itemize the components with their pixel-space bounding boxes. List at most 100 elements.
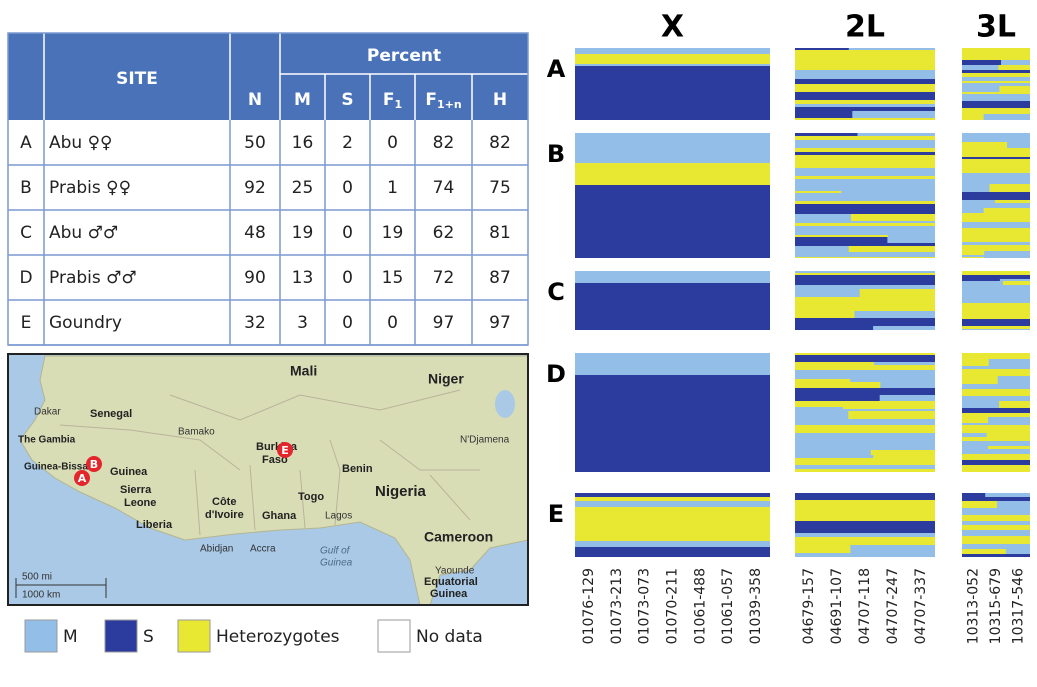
genotype-stripe — [962, 222, 1030, 228]
header-main: M — [294, 90, 311, 110]
genotype-stripe — [962, 281, 1003, 285]
genotype-stripe — [795, 214, 851, 221]
genotype-stripe — [962, 396, 1030, 401]
genotype-stripe — [962, 150, 1030, 157]
genotype-stripe — [962, 439, 1030, 441]
genotype-stripe — [962, 213, 1030, 215]
genotype-stripe — [795, 379, 850, 382]
genotype-stripe — [795, 297, 935, 305]
locus-label: 10317-546 — [1011, 568, 1027, 644]
genotype-stripe — [962, 413, 1030, 417]
locus-label: 04707-337 — [913, 568, 929, 644]
genotype-stripe — [575, 283, 770, 330]
legend-label: M — [63, 627, 78, 647]
cell: 0 — [342, 313, 353, 333]
genotype-stripe — [962, 200, 995, 203]
genotype-stripe — [962, 515, 1030, 521]
marker: A — [74, 470, 90, 486]
genotype-stripe — [962, 376, 998, 384]
genotype-stripe — [795, 401, 935, 407]
genotype-stripe — [962, 285, 1030, 292]
map-label: Dakar — [34, 407, 61, 418]
header-sub: 1+n — [437, 98, 462, 111]
locus-label: 10313-052 — [965, 568, 981, 644]
genotype-stripe — [962, 159, 1030, 166]
genotype-stripe — [795, 201, 935, 204]
genotype-stripe — [575, 547, 770, 557]
genotype-stripe — [795, 57, 935, 64]
sample-label: C — [547, 278, 565, 306]
genotype-stripe — [795, 355, 935, 362]
marker-label: B — [90, 458, 98, 471]
genotype-stripe — [795, 362, 874, 365]
genotype-stripe — [795, 289, 860, 297]
genotype-stripe — [795, 237, 887, 243]
genotype-stripe — [795, 226, 935, 232]
cell: 90 — [244, 268, 266, 288]
genotype-stripe — [795, 440, 935, 442]
cell: 16 — [292, 133, 314, 153]
sample-label: A — [547, 55, 566, 83]
genotype-stripe — [795, 152, 935, 155]
map-label: Lagos — [325, 511, 352, 522]
header-cell: M — [294, 90, 311, 110]
map-label: d'Ivoire — [205, 509, 244, 521]
cell: A — [20, 133, 32, 153]
genotype-stripe — [795, 136, 935, 140]
map-label: Benin — [342, 463, 373, 475]
genotype-stripe — [795, 318, 935, 326]
genotype-stripe — [795, 50, 935, 57]
genotype-stripe — [962, 449, 1030, 454]
locus-label: 04691-107 — [829, 568, 845, 644]
genotype-stripe — [962, 245, 1030, 251]
genotype-stripe — [795, 465, 935, 467]
genotype-stripe — [795, 409, 935, 411]
genotype-stripe — [962, 70, 1030, 73]
genotype-stripe — [795, 388, 935, 395]
genotype-stripe — [795, 176, 935, 179]
genotype-stripe — [962, 299, 1030, 303]
cell: B — [20, 178, 32, 198]
page: Mali Niger Dakar Senegal The Gambia Bama… — [0, 0, 1037, 687]
genotype-stripe — [795, 104, 935, 107]
genotype-stripe — [962, 401, 999, 408]
locus-label: 01073-213 — [609, 568, 625, 644]
genotype-stripe — [795, 118, 935, 120]
genotype-stripe — [795, 148, 935, 152]
genotype-stripe — [962, 166, 1030, 173]
genotype-stripe — [795, 252, 935, 257]
genotype-stripe — [962, 228, 1030, 236]
genotype-stripe — [962, 425, 1030, 433]
locus-label: 01076-129 — [581, 568, 597, 644]
genotype-stripe — [795, 275, 935, 277]
cell: 1 — [387, 178, 398, 198]
genotype-stripe — [795, 425, 935, 433]
map-label: Togo — [298, 491, 324, 503]
cell: 0 — [387, 313, 398, 333]
genotype-stripe — [795, 326, 873, 330]
genotype-stripe — [962, 497, 1030, 501]
genotype-stripe — [962, 508, 1030, 515]
genotype-stripe — [795, 183, 935, 191]
marker: B — [86, 456, 102, 472]
legend-label: S — [143, 627, 154, 647]
cell: D — [19, 268, 32, 288]
genotype-stripe — [795, 545, 850, 553]
cell: Goundry — [49, 313, 122, 333]
genotype-stripe — [962, 501, 997, 508]
genotype-stripe — [795, 353, 935, 355]
map-label: Mali — [290, 363, 317, 379]
genotype-stripe — [962, 273, 1030, 275]
genotype-stripe — [962, 292, 1030, 299]
cell: 0 — [342, 223, 353, 243]
genotype-stripe — [795, 277, 935, 285]
header-cell: N — [248, 90, 262, 110]
genotype-stripe — [795, 221, 935, 223]
genotype-stripe — [962, 417, 988, 423]
map-label: Leone — [124, 497, 156, 509]
genotype-stripe — [795, 84, 935, 86]
genotype-stripe — [962, 521, 1030, 525]
genotype-stripe — [962, 467, 1030, 472]
cell: Abu ♂♂ — [49, 223, 118, 243]
genotype-stripe — [795, 193, 935, 201]
